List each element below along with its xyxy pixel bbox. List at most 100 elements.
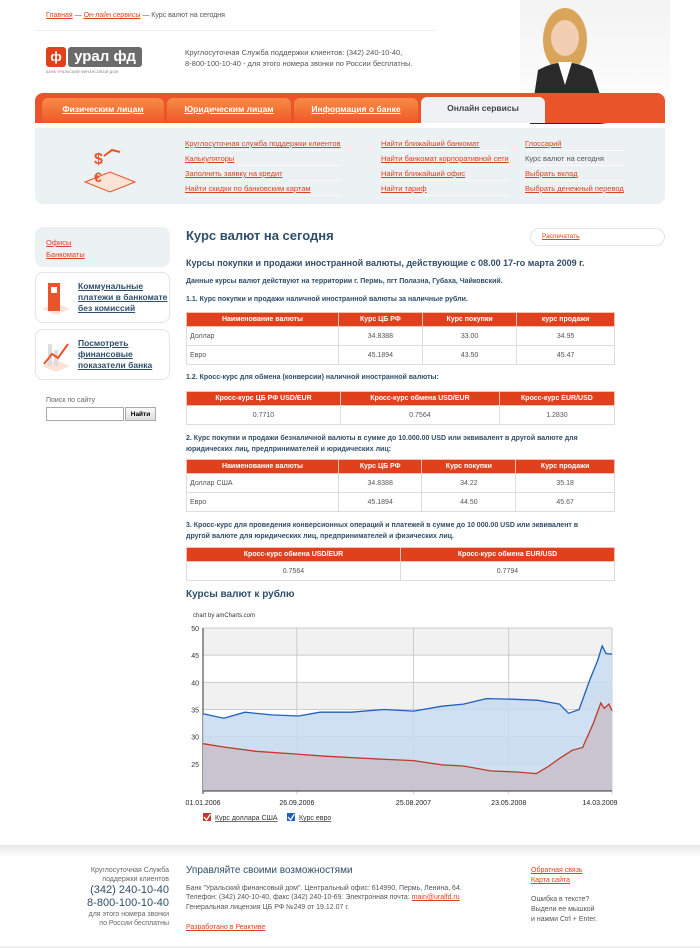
sidebar-link-offices[interactable]: Офисы: [46, 238, 72, 247]
typo-note: Ошибка в тексте? Выдели ее мышкой и нажми …: [531, 896, 598, 923]
email-link[interactable]: main@uralfd.ru: [411, 894, 460, 901]
support-line: 8-800-100-10-40 - для этого номера звонк…: [185, 59, 413, 68]
subnav-link[interactable]: Глоссарий: [525, 139, 562, 148]
subnav-link[interactable]: Найти скидки по банковским картам: [185, 184, 311, 193]
col-header: курс продажи: [516, 312, 615, 327]
chart-credit: chart by amCharts.com: [193, 613, 255, 619]
legend-label: Курс евро: [299, 815, 331, 822]
sidebar-links: Офисы Банкоматы: [35, 227, 170, 267]
developer-link[interactable]: Разработано в Реактиве: [186, 924, 266, 931]
y-tick-label: 35: [191, 708, 199, 715]
logo-text: урал фд: [68, 47, 142, 67]
table-noncash-rates: Наименование валюты Курс ЦБ РФ Курс покупк…: [186, 459, 615, 512]
search-button[interactable]: Найти: [125, 407, 156, 421]
logo[interactable]: ф урал фд БАНК УРАЛЬСКИЙ ФИНАНСОВЫЙ ДОМ: [46, 47, 142, 77]
col-header: Кросс-курс EUR/USD: [498, 391, 616, 406]
series-line: [202, 701, 613, 775]
subnav-link[interactable]: Найти ближайший офис: [381, 169, 466, 178]
logo-mark: ф: [46, 47, 66, 67]
search-label: Поиск по сайту: [46, 397, 96, 404]
promo-financials[interactable]: Посмотреть финансовые показатели банка: [35, 329, 170, 380]
currency-chart[interactable]: chart by amCharts.com 25 30 35 40 45 50 01.01.2…: [180, 605, 620, 830]
table-noncash-cross: Кросс-курс обмена USD/EUR Кросс-курс обме…: [186, 547, 615, 581]
table-row: Евро 45.1894 43.50 45.47: [186, 345, 615, 365]
col-header: Курс покупки: [421, 312, 518, 327]
check-icon: [287, 813, 296, 822]
table-row: 0.7710 0.7564 1.2830: [186, 405, 616, 425]
currency-icon: $ €: [83, 148, 137, 193]
col-header: Наименование валюты: [186, 312, 339, 327]
x-tick-label: 23.05.2008: [491, 800, 526, 807]
section-1-2: 1.2. Кросс-курс для обмена (конверсии) н…: [186, 374, 439, 381]
footer-title: Управляйте своими возможностями: [186, 865, 353, 876]
footer-divider: [0, 845, 700, 857]
promo-utility-payments[interactable]: Коммунальные платежи в банкомате без комис…: [35, 272, 170, 323]
subnav-link[interactable]: Найти банкомат корпоративной сети: [381, 154, 509, 163]
table-row: 0.7564 0.7794: [186, 561, 615, 581]
legend-checkbox: [203, 813, 211, 821]
footer-address: Банк "Уральский финансовый дом". Централ…: [186, 884, 462, 892]
breadcrumb-sep: —: [142, 12, 150, 19]
check-icon: [203, 813, 212, 822]
footer-info: Управляйте своими возможностями Банк "Ур…: [186, 866, 462, 933]
rates-subtitle: Курсы покупки и продажи иностранной валю…: [186, 258, 585, 268]
y-tick-label: 50: [191, 626, 199, 633]
subnav-link[interactable]: Выбрать денежный перевод: [525, 184, 624, 193]
subnav-link[interactable]: Калькуляторы: [185, 154, 235, 163]
subnav-link[interactable]: Заполнить заявку на кредит: [185, 169, 283, 178]
footer-phone: 8-800-100-10-40: [87, 897, 169, 909]
section-1-1: 1.1. Курс покупки и продажи наличной ино…: [186, 296, 468, 303]
footer-links: Обратная связь Карта сайта Ошибка в текс…: [531, 866, 597, 925]
rates-note: Данные курсы валют действуют на территор…: [186, 278, 503, 285]
tab-about[interactable]: Информация о банке: [294, 98, 418, 123]
col-header: Курс ЦБ РФ: [337, 459, 423, 474]
col-header: Кросс-курс обмена USD/EUR: [340, 391, 500, 406]
section-2: 2. Курс покупки и продажи безналичной ва…: [186, 435, 578, 453]
subnav-link[interactable]: Круглосуточная служба поддержки клиентов: [185, 139, 341, 148]
x-tick-label: 25.08.2007: [396, 800, 431, 807]
tab-business[interactable]: Юридическим лицам: [167, 98, 291, 123]
table-cash-cross: Кросс-курс ЦБ РФ USD/EUR Кросс-курс обмен…: [186, 391, 616, 425]
x-tick-label: 14.03.2009: [582, 800, 617, 807]
sidebar-link-atms[interactable]: Банкоматы: [46, 250, 85, 259]
tab-individuals[interactable]: Физическим лицам: [42, 98, 164, 123]
header-support: Круглосуточная Служба поддержки клиентов…: [185, 47, 412, 69]
breadcrumb-online[interactable]: Он-лайн сервисы: [83, 12, 141, 19]
chart-title: Курсы валют к рублю: [186, 589, 295, 600]
footer-support: Круглосуточная Служба поддержки клиентов …: [60, 866, 169, 928]
tab-online[interactable]: Онлайн сервисы: [421, 97, 545, 123]
col-header: Кросс-курс ЦБ РФ USD/EUR: [186, 391, 341, 406]
grid-band: [203, 628, 612, 656]
search-input[interactable]: [46, 407, 124, 421]
col-header: Кросс-курс обмена USD/EUR: [186, 547, 401, 562]
promo-text: Коммунальные платежи в банкомате без комис…: [78, 281, 168, 313]
divider: [0, 946, 700, 948]
subnav-col-3: Глоссарий Курс валют на сегодня Выбрать …: [525, 136, 624, 196]
subnav-link[interactable]: Найти тариф: [381, 184, 427, 193]
table-row: Доллар США 34.8388 34.22 35.18: [186, 473, 615, 493]
footer-license: Генеральная лицензия ЦБ РФ №249 от 19.12…: [186, 903, 349, 911]
breadcrumb-home[interactable]: Главная: [46, 12, 73, 19]
legend-checkbox: [287, 813, 295, 821]
breadcrumb-sep: —: [74, 12, 82, 19]
col-header: Курс покупки: [421, 459, 517, 474]
svg-text:$: $: [94, 151, 103, 168]
subnav-link[interactable]: Выбрать вклад: [525, 169, 578, 178]
print-link[interactable]: Распечатать: [542, 233, 580, 240]
atm-icon: [42, 283, 70, 315]
footer-phone: (342) 240-10-40: [90, 884, 169, 896]
series-area: [203, 703, 612, 791]
table-row: Евро 45.1894 44.50 45.67: [186, 492, 615, 512]
x-tick-label: 01.01.2006: [185, 800, 220, 807]
y-tick-label: 45: [191, 653, 199, 660]
col-header: Курс ЦБ РФ: [338, 312, 423, 327]
svg-text:€: €: [94, 169, 102, 185]
col-header: Наименование валюты: [186, 459, 339, 474]
y-tick-label: 40: [191, 680, 199, 687]
subnav-link[interactable]: Найти ближайший банкомат: [381, 139, 480, 148]
feedback-link[interactable]: Обратная связь: [531, 867, 583, 874]
print-box: Распечатать: [530, 228, 665, 246]
sitemap-link[interactable]: Карта сайта: [531, 877, 570, 884]
logo-tagline: БАНК УРАЛЬСКИЙ ФИНАНСОВЫЙ ДОМ: [46, 70, 119, 74]
x-tick-label: 26.09.2006: [279, 800, 314, 807]
